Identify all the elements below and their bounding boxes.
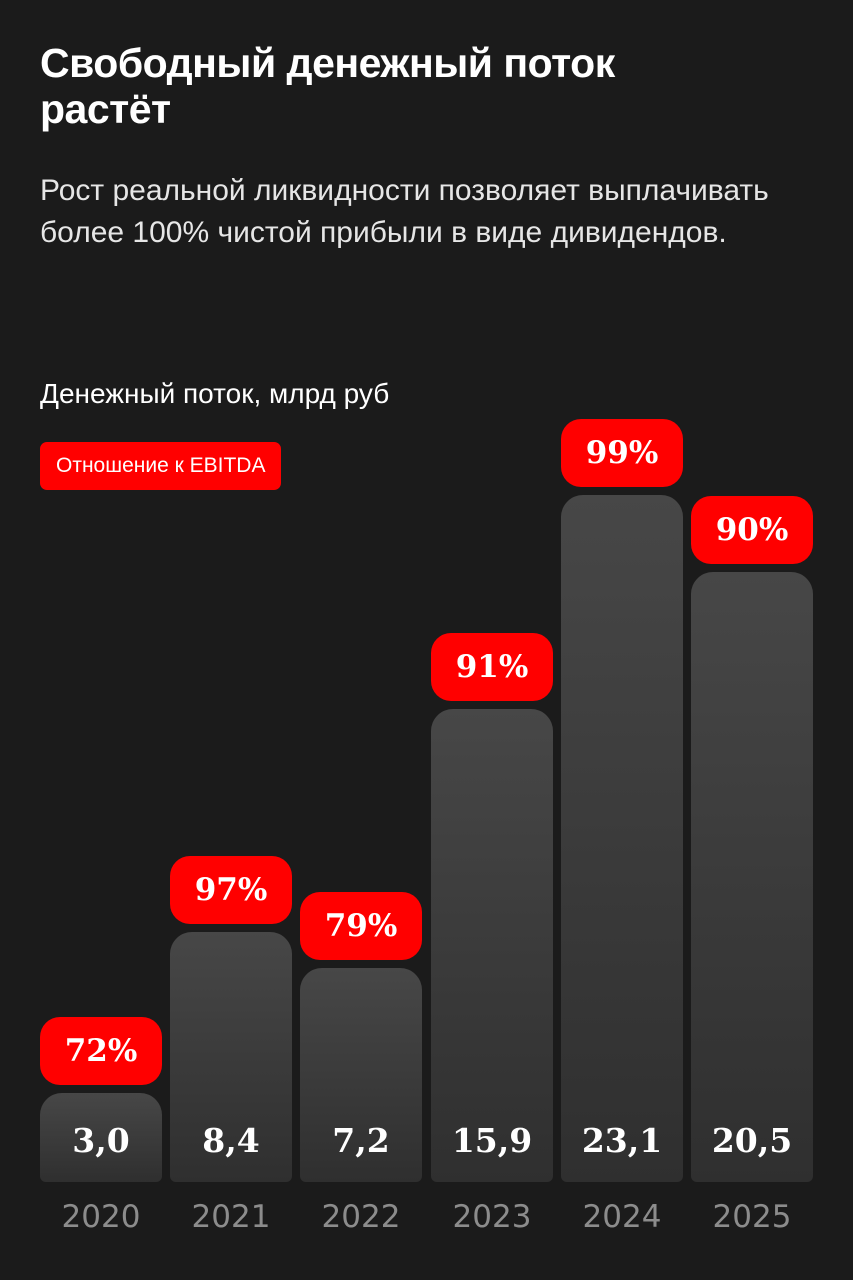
bar-2021: 8,4 [170, 932, 292, 1182]
bar-value-label: 23,1 [581, 1121, 663, 1160]
bar-2022: 7,2 [300, 968, 422, 1182]
ebitda-ratio-badge-2022: 79% [300, 892, 422, 960]
x-axis-label-2024: 2024 [582, 1199, 662, 1235]
x-axis-label-2023: 2023 [452, 1199, 532, 1235]
x-axis-label-2021: 2021 [191, 1199, 271, 1235]
chart-title: Денежный поток, млрд руб [40, 378, 390, 409]
ebitda-ratio-badge-2020: 72% [40, 1017, 162, 1085]
ebitda-ratio-badge-2021: 97% [170, 856, 292, 924]
x-axis-label-2025: 2025 [712, 1199, 792, 1235]
legend-ebitda-ratio: Отношение к EBITDA [40, 442, 282, 490]
bar-2023: 15,9 [431, 709, 553, 1182]
page-subtitle: Рост реальной ликвидности позволяет выпл… [40, 174, 769, 249]
bar-2024: 23,1 [561, 495, 683, 1182]
x-axis-label-2022: 2022 [321, 1199, 401, 1235]
bar-value-label: 20,5 [711, 1121, 793, 1160]
bar-value-label: 7,2 [332, 1121, 390, 1160]
x-axis-label-2020: 2020 [61, 1199, 141, 1235]
ebitda-ratio-badge-2025: 90% [691, 496, 813, 564]
ebitda-ratio-badge-2024: 99% [561, 419, 683, 487]
bar-2025: 20,5 [691, 572, 813, 1182]
bar-value-label: 8,4 [202, 1121, 260, 1160]
page-title: Свободный денежный поток растёт [40, 40, 615, 132]
bar-value-label: 3,0 [72, 1121, 130, 1160]
ebitda-ratio-badge-2023: 91% [431, 633, 553, 701]
bar-2020: 3,0 [40, 1093, 162, 1182]
bar-value-label: 15,9 [451, 1121, 533, 1160]
